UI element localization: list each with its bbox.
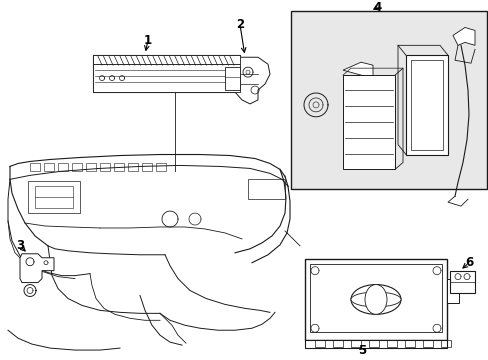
Bar [28, 181, 80, 213]
Bar [44, 163, 54, 171]
Bar [114, 163, 124, 171]
Bar [305, 340, 446, 348]
Bar [58, 163, 68, 171]
Bar [142, 163, 152, 171]
Polygon shape [342, 62, 372, 78]
Bar [309, 264, 441, 332]
Bar [290, 10, 486, 189]
Bar [404, 340, 414, 347]
Bar [446, 279, 458, 303]
Bar [350, 340, 360, 347]
Text: 2: 2 [235, 18, 244, 31]
Bar [368, 340, 378, 347]
Bar [342, 75, 394, 170]
Bar [440, 340, 450, 347]
Bar [386, 340, 396, 347]
Bar [332, 340, 342, 347]
Polygon shape [20, 254, 54, 283]
Polygon shape [229, 57, 269, 104]
Polygon shape [452, 27, 474, 45]
Bar [449, 271, 474, 293]
Bar [156, 163, 165, 171]
Bar [72, 163, 82, 171]
Bar [314, 340, 325, 347]
Bar [410, 60, 442, 149]
Bar [30, 163, 40, 171]
Bar [35, 186, 73, 208]
Text: 6: 6 [464, 256, 472, 269]
Bar [224, 67, 240, 90]
Text: 4: 4 [373, 1, 381, 14]
Ellipse shape [350, 292, 400, 307]
Text: 5: 5 [357, 343, 366, 356]
Text: 1: 1 [143, 34, 152, 47]
Bar [247, 179, 285, 199]
Ellipse shape [350, 284, 400, 314]
Bar [93, 55, 240, 64]
Bar [86, 163, 96, 171]
Bar [93, 64, 240, 92]
Bar [100, 163, 110, 171]
Bar [93, 55, 240, 92]
Bar [422, 340, 432, 347]
Bar [128, 163, 138, 171]
Bar [405, 55, 447, 154]
Text: 3: 3 [16, 239, 24, 252]
Bar [305, 259, 446, 340]
Ellipse shape [364, 284, 386, 314]
